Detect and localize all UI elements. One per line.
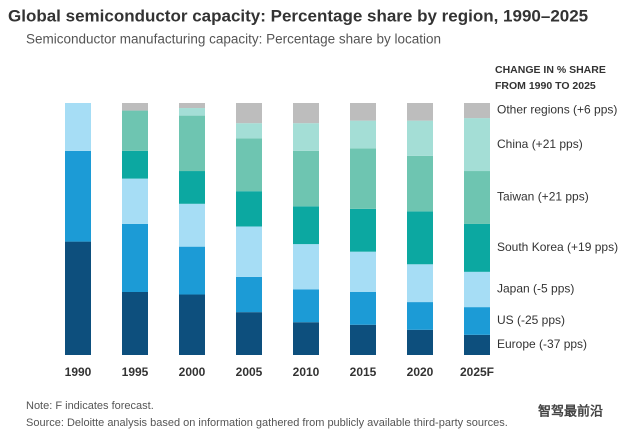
bar-segment bbox=[350, 148, 376, 209]
legend-title: FROM 1990 TO 2025 bbox=[495, 80, 596, 92]
bar-segment bbox=[293, 322, 319, 355]
bar-segment bbox=[122, 178, 148, 224]
bar-segment bbox=[350, 251, 376, 292]
x-tick-label: 2010 bbox=[293, 365, 320, 379]
bar-segment bbox=[464, 118, 490, 172]
bar-segment bbox=[293, 244, 319, 290]
bar-segment bbox=[407, 211, 433, 265]
legend-label: Europe (-37 pps) bbox=[497, 337, 587, 351]
bar-segment bbox=[350, 292, 376, 325]
bar-segment bbox=[236, 123, 262, 139]
bar-segment bbox=[293, 103, 319, 124]
bar-segment bbox=[407, 329, 433, 355]
legend-label: Japan (-5 pps) bbox=[497, 282, 574, 296]
chart-title: Global semiconductor capacity: Percentag… bbox=[8, 6, 588, 25]
bar-segment bbox=[179, 246, 205, 295]
bar-segment bbox=[407, 264, 433, 303]
bar-segment bbox=[179, 203, 205, 247]
legend-label: Other regions (+6 pps) bbox=[497, 103, 617, 117]
bar-segment bbox=[236, 103, 262, 124]
bar-segment bbox=[236, 138, 262, 192]
bar-segment bbox=[350, 208, 376, 252]
bar-segment bbox=[464, 334, 490, 355]
bar-segment bbox=[464, 271, 490, 308]
bar-segment bbox=[179, 115, 205, 172]
bar-segment bbox=[179, 171, 205, 204]
watermark: 智驾最前沿 bbox=[538, 403, 603, 418]
note: Note: F indicates forecast. bbox=[26, 400, 154, 412]
x-tick-label: 2015 bbox=[350, 365, 377, 379]
bar-segment bbox=[122, 150, 148, 179]
bar-segment bbox=[179, 108, 205, 116]
bar-segment bbox=[65, 241, 91, 355]
bar-segment bbox=[350, 120, 376, 149]
legend-label: China (+21 pps) bbox=[497, 137, 583, 151]
bar-segment bbox=[293, 289, 319, 323]
x-tick-label: 2020 bbox=[407, 365, 434, 379]
bar-segment bbox=[122, 223, 148, 292]
bar-segment bbox=[236, 191, 262, 227]
bar-segment bbox=[464, 171, 490, 224]
bar-segment bbox=[65, 103, 91, 151]
bar-segment bbox=[464, 103, 490, 119]
bar-segment bbox=[236, 276, 262, 313]
bar-segment bbox=[293, 150, 319, 207]
legend-label: South Korea (+19 pps) bbox=[497, 240, 618, 254]
bar-segment bbox=[293, 206, 319, 245]
bar-segment bbox=[350, 324, 376, 355]
bar-segment bbox=[122, 103, 148, 111]
legend-title: CHANGE IN % SHARE bbox=[495, 64, 606, 76]
chart-subtitle: Semiconductor manufacturing capacity: Pe… bbox=[26, 32, 441, 47]
legend-label: Taiwan (+21 pps) bbox=[497, 190, 589, 204]
x-tick-label: 2005 bbox=[236, 365, 263, 379]
bar-segment bbox=[122, 292, 148, 355]
bar-segment bbox=[407, 103, 433, 121]
bar-segment bbox=[464, 223, 490, 272]
bar-segment bbox=[464, 307, 490, 335]
bar-segment bbox=[236, 312, 262, 355]
x-tick-label: 2000 bbox=[179, 365, 206, 379]
bar-segment bbox=[350, 103, 376, 121]
x-tick-label: 2025F bbox=[460, 365, 494, 379]
bar-segment bbox=[407, 120, 433, 156]
bar-segment bbox=[122, 110, 148, 151]
bar-segment bbox=[65, 150, 91, 242]
source: Source: Deloitte analysis based on infor… bbox=[26, 417, 508, 429]
bar-segment bbox=[236, 226, 262, 277]
x-tick-label: 1990 bbox=[65, 365, 92, 379]
bar-segment bbox=[179, 294, 205, 355]
bar-segment bbox=[407, 155, 433, 212]
bar-segment bbox=[293, 123, 319, 151]
legend-label: US (-25 pps) bbox=[497, 313, 565, 327]
x-tick-label: 1995 bbox=[122, 365, 149, 379]
bar-segment bbox=[407, 302, 433, 330]
bar-segment bbox=[179, 103, 205, 109]
